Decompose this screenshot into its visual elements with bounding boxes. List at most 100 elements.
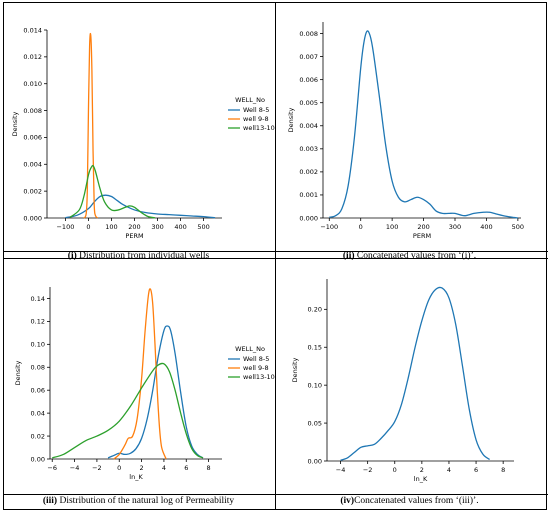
caption-label: (iii) (42, 496, 58, 506)
y-tick-label: 0.010 (23, 80, 42, 88)
x-tick-label: 4 (447, 466, 451, 474)
panel-ii: −100 0 100 200 300 400 500 0.000 0.001 0.002 0.003… (274, 2, 547, 250)
y-tick-label: 0.10 (308, 381, 322, 389)
legend-label: well13-10 (243, 124, 275, 132)
y-tick-label: 0.04 (31, 409, 45, 417)
y-tick-label: 0.00 (31, 455, 45, 463)
caption-label: (iv) (340, 496, 355, 506)
x-tick-label: 6 (474, 466, 478, 474)
series-line-2 (52, 362, 204, 459)
x-tick-label: 400 (174, 223, 186, 231)
series-line-1 (83, 32, 99, 219)
figure-frame (3, 2, 548, 510)
caption-text: Distribution of the natural log of Perme… (57, 496, 235, 506)
y-tick-label: 0.007 (299, 53, 318, 61)
x-tick-label: −4 (336, 466, 346, 474)
caption-label: (ii) (342, 251, 355, 261)
panel-iv: −4 −2 0 2 4 6 8 0.00 0.05 0.10 0.15 0.20 ln_K Density (274, 257, 547, 493)
x-tick-label: 200 (128, 223, 140, 231)
series-line-1 (113, 288, 167, 460)
y-tick-label: 0.008 (23, 107, 42, 115)
y-tick-label: 0.003 (299, 145, 318, 153)
x-axis-label: ln_K (129, 473, 143, 481)
y-tick-label: 0.006 (299, 76, 318, 84)
x-tick-label: 8 (207, 464, 211, 472)
y-tick-label: 0.004 (23, 161, 42, 169)
x-tick-label: 500 (512, 223, 524, 231)
vertical-divider (275, 3, 276, 509)
x-tick-label: 0 (86, 223, 90, 231)
y-axis-label: Density (11, 111, 19, 136)
horizontal-divider-middle (4, 258, 548, 259)
y-tick-label: 0.00 (308, 457, 322, 465)
horizontal-divider-bottom (4, 494, 548, 495)
y-tick-label: 0.08 (31, 364, 45, 372)
x-axis-label: PERM (413, 232, 431, 240)
y-tick-label: 0.012 (23, 53, 42, 61)
y-tick-label: 0.002 (299, 168, 318, 176)
x-tick-label: −2 (363, 466, 373, 474)
x-tick-label: −100 (56, 223, 74, 231)
series-line-2 (69, 164, 156, 219)
series-line-0 (65, 194, 216, 219)
legend-title: WELL_No (235, 96, 265, 104)
y-axis-label: Density (291, 357, 299, 382)
panel-iii: −6 −4 −2 0 2 4 6 8 0.00 0.02 0.04 0.06 0.08 0.10 0.12 0… (3, 257, 275, 493)
y-tick-label: 0.02 (31, 432, 45, 440)
series-line-0 (107, 325, 204, 459)
x-tick-label: 100 (105, 223, 117, 231)
x-tick-label: −2 (92, 464, 102, 472)
y-tick-label: 0.06 (31, 387, 45, 395)
caption-text: Concatenated values from ‘(iii)’. (354, 496, 479, 506)
x-tick-label: −100 (320, 223, 338, 231)
panel-i: −100 0 100 200 300 400 500 0.000 0.002 0.004 0.006… (3, 2, 275, 250)
y-tick-label: 0.008 (299, 30, 318, 38)
caption-iii: (iii) Distribution of the natural log of… (3, 496, 274, 506)
y-tick-label: 0.15 (308, 344, 322, 352)
horizontal-divider-top (4, 251, 548, 252)
legend-label: well 9-8 (243, 115, 269, 123)
y-tick-label: 0.000 (23, 214, 42, 222)
y-tick-label: 0.005 (299, 99, 318, 107)
chart-lnk-by-well: −6 −4 −2 0 2 4 6 8 0.00 0.02 0.04 0.06 0.08 0.10 0.12 0… (14, 287, 275, 481)
chart-lnk-concatenated: −4 −2 0 2 4 6 8 0.00 0.05 0.10 0.15 0.20 ln_K Density (291, 279, 514, 483)
y-tick-label: 0.001 (299, 191, 318, 199)
x-tick-label: 2 (140, 464, 144, 472)
caption-text: Distribution from individual wells (76, 251, 210, 261)
x-tick-label: 300 (151, 223, 163, 231)
y-tick-label: 0.004 (299, 122, 318, 130)
y-tick-label: 0.006 (23, 134, 42, 142)
x-tick-label: 400 (480, 223, 492, 231)
chart-perm-by-well: −100 0 100 200 300 400 500 0.000 0.002 0.004 0.006… (11, 26, 275, 240)
x-tick-label: 2 (420, 466, 424, 474)
legend-title: WELL_No (235, 345, 265, 353)
y-tick-label: 0.000 (299, 214, 318, 222)
y-tick-label: 0.014 (23, 26, 42, 34)
y-tick-label: 0.20 (308, 306, 322, 314)
y-tick-label: 0.12 (31, 318, 45, 326)
series-line-0 (340, 286, 491, 461)
legend-label: well 9-8 (243, 364, 269, 372)
x-tick-label: 0 (393, 466, 397, 474)
x-tick-label: 500 (197, 223, 209, 231)
legend-label: Well 8-5 (243, 355, 269, 363)
y-tick-label: 0.10 (31, 341, 45, 349)
caption-iv: (iv)Concatenated values from ‘(iii)’. (274, 496, 545, 506)
x-tick-label: 0 (117, 464, 121, 472)
x-tick-label: 6 (184, 464, 188, 472)
x-tick-label: −4 (70, 464, 80, 472)
y-tick-label: 0.14 (31, 295, 45, 303)
x-axis-label: ln_K (414, 475, 428, 483)
x-tick-label: −6 (47, 464, 57, 472)
caption-i: (i) Distribution from individual wells (3, 251, 274, 261)
x-tick-label: 200 (417, 223, 429, 231)
x-tick-label: 0 (359, 223, 363, 231)
x-tick-label: 300 (449, 223, 461, 231)
y-axis-label: Density (14, 360, 22, 385)
y-axis-label: Density (287, 107, 295, 132)
chart-perm-concatenated: −100 0 100 200 300 400 500 0.000 0.001 0.002 0.003… (287, 22, 524, 240)
x-tick-label: 100 (386, 223, 398, 231)
caption-ii: (ii) Concatenated values from ‘(i)’. (274, 251, 545, 261)
y-tick-label: 0.002 (23, 187, 42, 195)
y-tick-label: 0.05 (308, 419, 322, 427)
